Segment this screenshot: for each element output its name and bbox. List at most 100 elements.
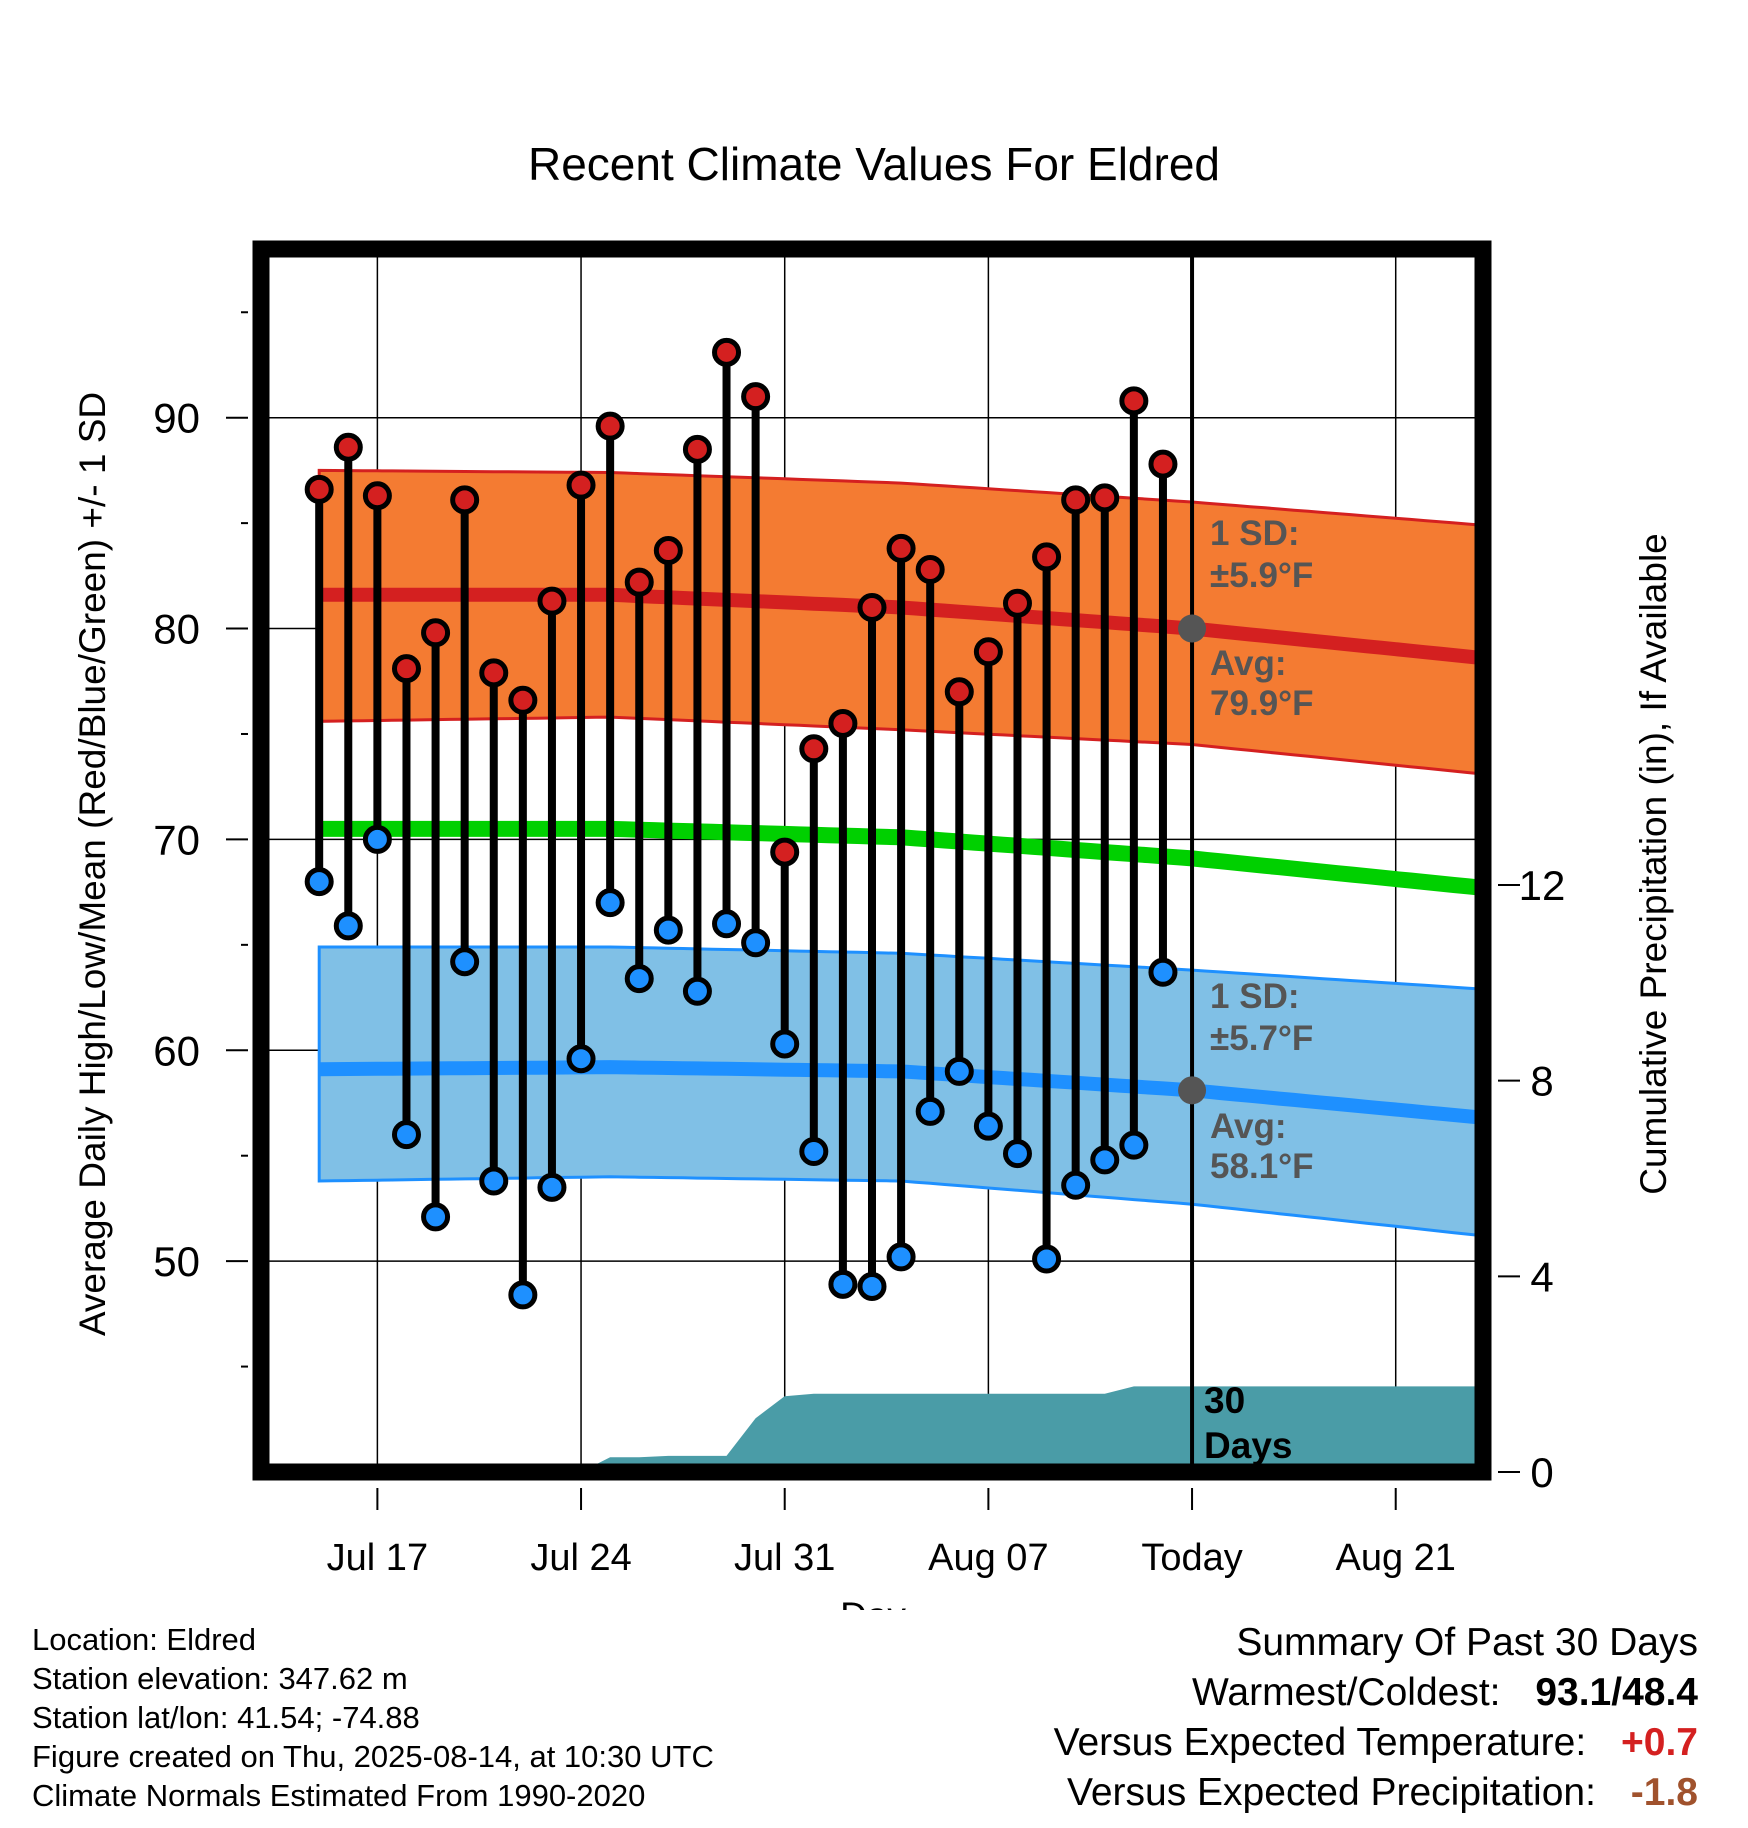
coldest-value: 48.4 [1622, 1671, 1698, 1714]
daily-high-point [1002, 588, 1032, 618]
daily-high-point [973, 637, 1003, 667]
daily-high-point [741, 382, 771, 412]
daily-low-point [653, 915, 683, 945]
warm-cold-separator: / [1611, 1671, 1623, 1714]
x-tick-label: Jul 31 [734, 1537, 835, 1579]
window-number: 30 [1204, 1380, 1245, 1421]
x-tick-label: Jul 17 [327, 1537, 428, 1579]
location-text: Location: Eldred [32, 1622, 257, 1657]
y-right-tick-label: 12 [1519, 862, 1566, 909]
daily-high-point [886, 533, 916, 563]
temp-label: Versus Expected Temperature: [1053, 1721, 1587, 1764]
daily-high-point [624, 567, 654, 597]
daily-high-point [682, 434, 712, 464]
daily-low-point [944, 1056, 974, 1086]
daily-high-point [857, 592, 887, 622]
x-tick-label: Aug 21 [1335, 1537, 1455, 1579]
warm-cold-row: Warmest/Coldest: 93.1/48.4 [1054, 1668, 1698, 1718]
precip-label: Versus Expected Precipitation: [1066, 1771, 1596, 1814]
y-right-tick-label: 0 [1530, 1449, 1553, 1496]
precip-value: -1.8 [1630, 1771, 1698, 1814]
daily-high-point [450, 485, 480, 515]
daily-low-point [1148, 957, 1178, 987]
low-sd-value: ±5.7°F [1210, 1019, 1313, 1058]
daily-low-point [1119, 1130, 1149, 1160]
daily-low-point [304, 867, 334, 897]
y-left-tick-label: 60 [153, 1027, 200, 1074]
daily-low-point [508, 1280, 538, 1310]
plot-frame [252, 240, 1492, 1481]
low-avg-label: Avg: [1210, 1107, 1286, 1146]
climate-chart: Recent Climate Values For Eldred 1 SD:±5… [72, 138, 1674, 1610]
daily-low-point [741, 928, 771, 958]
y-axis-left-label: Average Daily High/Low/Mean (Red/Blue/Gr… [72, 392, 113, 1336]
daily-low-point [712, 909, 742, 939]
high-sd-value: ±5.9°F [1210, 556, 1313, 595]
daily-low-point [770, 1029, 800, 1059]
low-sd-label: 1 SD: [1210, 977, 1299, 1016]
daily-low-point [973, 1111, 1003, 1141]
precip-area [581, 1386, 1483, 1472]
daily-high-point [1119, 386, 1149, 416]
high-sd-label: 1 SD: [1210, 514, 1299, 553]
created-text: Figure created on Thu, 2025-08-14, at 10… [32, 1739, 714, 1774]
y-left-tick-label: 70 [153, 816, 200, 863]
daily-high-point [508, 685, 538, 715]
daily-high-point [944, 677, 974, 707]
today-low-avg-marker [1178, 1076, 1207, 1105]
normals-text: Climate Normals Estimated From 1990-2020 [32, 1778, 646, 1813]
daily-high-point [712, 337, 742, 367]
daily-high-point [1061, 485, 1091, 515]
daily-temperature-series [304, 337, 1178, 1310]
chart-title: Recent Climate Values For Eldred [528, 138, 1220, 190]
y-right-tick-label: 8 [1530, 1058, 1553, 1105]
summary-panel: Summary Of Past 30 Days Warmest/Coldest:… [1054, 1618, 1698, 1818]
daily-low-point [391, 1120, 421, 1150]
daily-low-point [1032, 1244, 1062, 1274]
daily-high-point [595, 411, 625, 441]
warm-cold-label: Warmest/Coldest: [1192, 1671, 1501, 1714]
daily-high-point [391, 654, 421, 684]
daily-high-point [799, 734, 829, 764]
daily-low-point [479, 1166, 509, 1196]
daily-high-point [566, 470, 596, 500]
daily-low-point [1002, 1139, 1032, 1169]
daily-low-point [595, 888, 625, 918]
y-left-tick-label: 80 [153, 606, 200, 653]
summary-title: Summary Of Past 30 Days [1236, 1621, 1698, 1664]
elevation-text: Station elevation: 347.62 m [32, 1661, 408, 1696]
daily-high-point [915, 555, 945, 585]
daily-low-point [682, 976, 712, 1006]
low-avg-value: 58.1°F [1210, 1147, 1314, 1186]
warm-cold-values: 93.1/48.4 [1535, 1668, 1698, 1718]
latlon-text: Station lat/lon: 41.54; -74.88 [32, 1700, 420, 1735]
x-axis-label: Day [840, 1595, 906, 1610]
daily-low-point [915, 1096, 945, 1126]
daily-low-point [799, 1136, 829, 1166]
daily-high-point [362, 481, 392, 511]
daily-low-point [828, 1269, 858, 1299]
x-tick-label: Jul 24 [530, 1537, 631, 1579]
daily-low-point [537, 1172, 567, 1202]
daily-low-point [333, 911, 363, 941]
daily-high-point [828, 708, 858, 738]
window-unit: Days [1204, 1425, 1292, 1466]
daily-low-point [362, 824, 392, 854]
y-left-tick-label: 90 [153, 395, 200, 442]
daily-low-point [450, 947, 480, 977]
daily-low-point [1090, 1145, 1120, 1175]
daily-low-point [566, 1044, 596, 1074]
daily-high-point [304, 474, 334, 504]
temp-value: +0.7 [1621, 1721, 1698, 1764]
warmest-value: 93.1 [1535, 1671, 1612, 1714]
daily-high-point [479, 658, 509, 688]
y-axis-right-label: Cumulative Precipitation (in), If Availa… [1633, 533, 1674, 1195]
daily-low-point [421, 1202, 451, 1232]
high-avg-label: Avg: [1210, 644, 1286, 683]
daily-high-point [537, 586, 567, 616]
daily-high-point [421, 618, 451, 648]
high-avg-value: 79.9°F [1210, 684, 1314, 723]
daily-high-point [1148, 449, 1178, 479]
daily-high-point [653, 536, 683, 566]
daily-low-point [857, 1271, 887, 1301]
